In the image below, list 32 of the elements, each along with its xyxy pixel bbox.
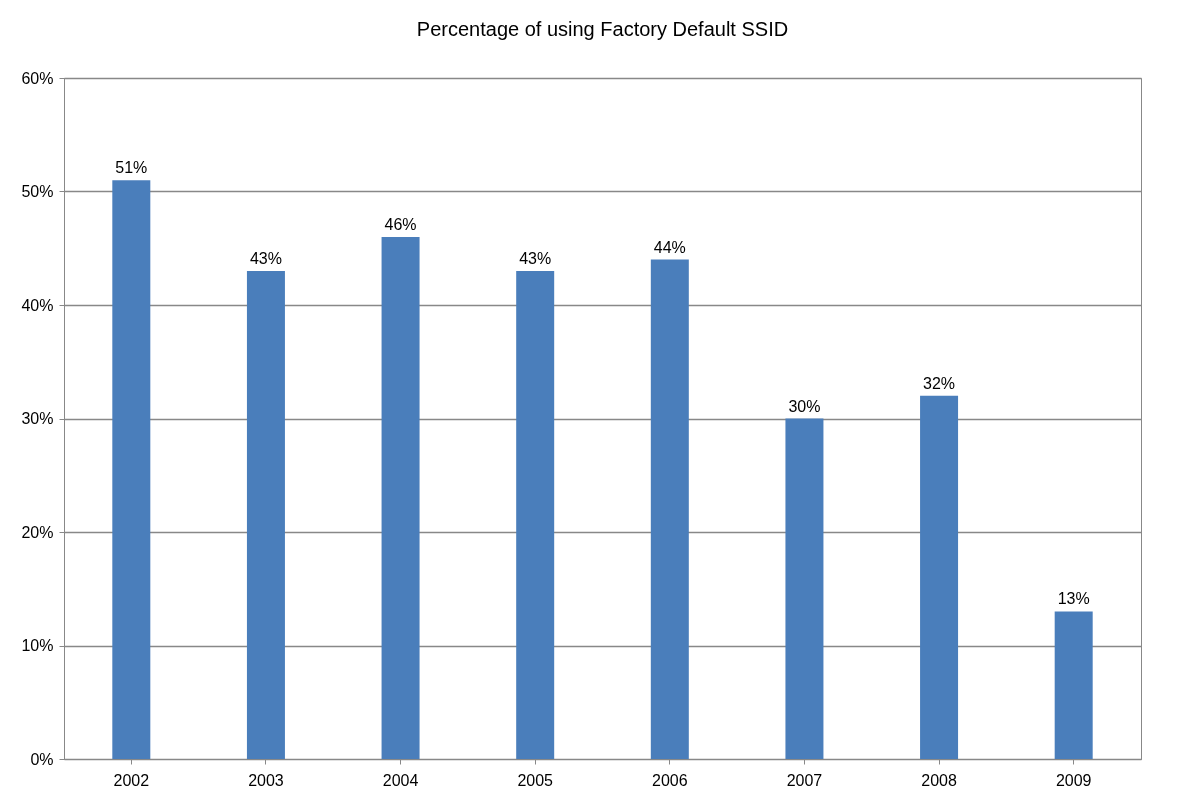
x-tick-label: 2009 xyxy=(1055,771,1092,789)
y-tick-label: 30% xyxy=(21,410,54,427)
data-label: 43% xyxy=(519,249,552,267)
data-label: 30% xyxy=(788,397,821,415)
x-tick-label: 2006 xyxy=(652,771,688,789)
bar xyxy=(785,418,824,759)
data-label: 51% xyxy=(115,159,148,177)
x-tick-label: 2004 xyxy=(382,771,419,789)
bar xyxy=(650,259,689,759)
x-tick-label: 2005 xyxy=(517,771,554,789)
y-tick-label: 60% xyxy=(21,69,54,87)
x-tick-label: 2003 xyxy=(248,771,284,789)
data-label: 43% xyxy=(249,249,282,267)
bar xyxy=(246,270,285,759)
data-label: 13% xyxy=(1057,590,1090,608)
y-tick-label: 40% xyxy=(21,296,54,314)
x-tick-label: 2008 xyxy=(921,771,957,789)
x-tick-label: 2002 xyxy=(113,771,150,789)
y-tick-label: 10% xyxy=(21,637,54,654)
data-label: 46% xyxy=(384,215,417,233)
x-tick-label: 2007 xyxy=(786,771,823,789)
y-tick-label: 0% xyxy=(30,750,54,768)
chart-title: Percentage of using Factory Default SSID xyxy=(416,18,789,40)
bar xyxy=(381,236,420,759)
bar xyxy=(516,270,555,759)
y-tick-label: 20% xyxy=(21,523,54,541)
y-tick-label: 50% xyxy=(21,183,54,200)
data-label: 32% xyxy=(923,374,956,392)
bar xyxy=(1054,611,1093,759)
data-label: 44% xyxy=(653,238,686,256)
bar xyxy=(920,395,959,759)
bar xyxy=(112,180,151,759)
